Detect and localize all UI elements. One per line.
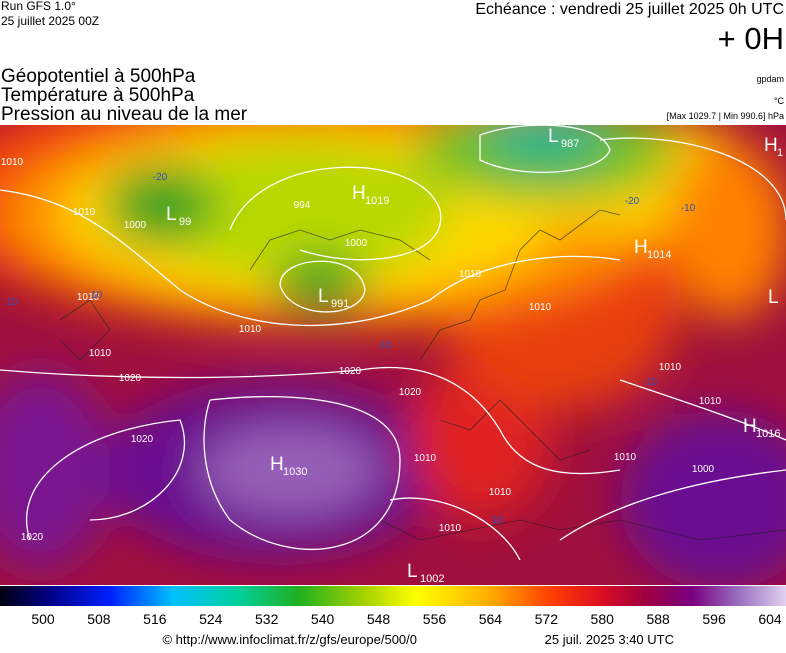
isobar-label: 1000 [124,220,147,231]
isotherm-label: -10 [643,377,658,388]
isobar-label: 994 [294,200,311,211]
center-type: L [166,204,177,225]
isobar-label: 1010 [614,452,637,463]
isotherm-label: 10 [6,297,18,308]
colorbar-label: 524 [199,611,223,627]
center-value: 1002 [420,573,444,585]
run-date: 25 juillet 2025 00Z [1,14,99,28]
isobar-label: 1010 [77,292,100,303]
isobar-label: 1010 [529,302,552,313]
colorbar-label: 540 [311,611,335,627]
field-name: Géopotentiel à 500hPa [1,66,196,87]
center-value: 1030 [283,466,307,478]
colorbar-label: 532 [255,611,279,627]
isotherm-label: -10 [377,340,392,351]
isobar-label: 1000 [345,238,368,249]
isobar-label: 1010 [699,396,722,407]
center-type: H [634,237,648,258]
isotherm-label: -20 [153,172,168,183]
generated: 25 juil. 2025 3:40 UTC [545,632,674,647]
center-type: H [743,416,757,437]
center-value: 1019 [365,195,389,207]
center-type: H [270,454,284,475]
center-value: 1 [777,147,783,159]
isobar-label: 1020 [21,532,44,543]
field-name: Température à 500hPa [1,85,195,106]
isobar-label: 1020 [399,387,422,398]
isobar-label: 1010 [659,362,682,373]
isotherm-label: -10 [88,290,103,301]
unit: [Max 1029.7 | Min 990.6] hPa [667,111,784,121]
lead-time: + 0H [718,21,784,56]
center-type: H [352,183,366,204]
colorbar-label: 516 [143,611,167,627]
center-value: 99 [179,216,191,228]
field-name: Pression au niveau de la mer [1,104,248,125]
isobar-label: 1010 [459,269,482,280]
colorbar-label: 588 [646,611,670,627]
center-type: L [407,561,418,582]
isobar-label: 1000 [692,464,715,475]
colorbar-label: 580 [591,611,615,627]
isotherm-label: 10 [491,515,503,526]
isotherm-label: -10 [681,203,696,214]
isobar-label: 1010 [73,207,96,218]
center-type: H [764,135,778,156]
isobar-label: 1010 [1,157,24,168]
colorbar-label: 548 [367,611,391,627]
colorbar-label: 556 [423,611,447,627]
colorbar [0,586,786,606]
colorbar-label: 604 [758,611,782,627]
colorbar-label: 508 [87,611,111,627]
isobar-label: 1010 [439,523,462,534]
center-value: 1014 [647,249,671,261]
isobar-label: 1020 [339,366,362,377]
center-value: 1016 [756,428,780,440]
valid-time: Echéance : vendredi 25 juillet 2025 0h U… [475,1,784,18]
unit: °C [774,96,785,106]
isobar-label: 1020 [131,434,154,445]
colorbar-label: 572 [535,611,559,627]
colorbar-label: 564 [479,611,503,627]
run-label: Run GFS 1.0° [1,0,76,13]
center-value: 987 [561,138,579,150]
isotherm-label: -20 [625,196,640,207]
source: © http://www.infoclimat.fr/z/gfs/europe/… [162,632,417,647]
isobar-label: 1010 [414,453,437,464]
colorbar-label: 596 [702,611,726,627]
colorbar-label: 500 [31,611,55,627]
center-type: L [548,126,559,147]
isobar-label: 1010 [239,324,262,335]
center-type: L [768,287,779,308]
isobar-label: 1010 [89,348,112,359]
isobar-label: 1010 [489,487,512,498]
center-value: 991 [331,298,349,310]
unit: gpdam [756,74,784,84]
isobar-label: 1020 [119,373,142,384]
center-type: L [318,286,329,307]
